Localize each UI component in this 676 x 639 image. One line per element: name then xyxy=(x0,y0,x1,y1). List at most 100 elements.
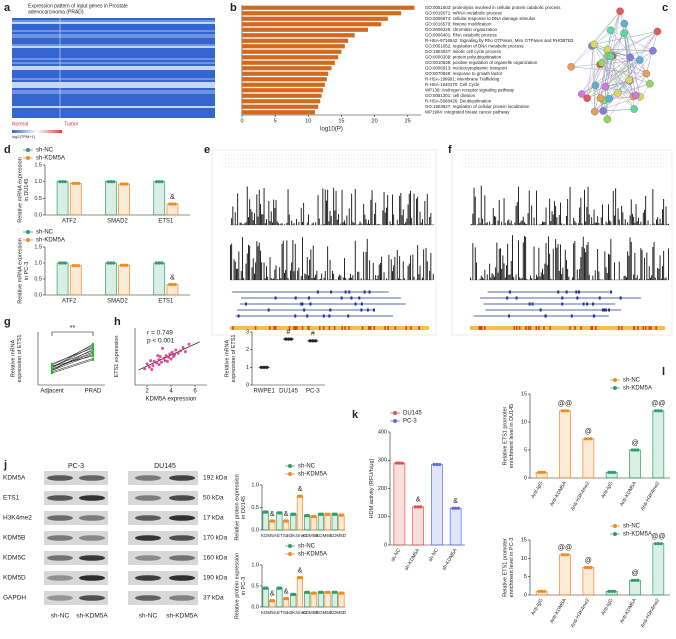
track-signal xyxy=(427,261,428,280)
track-signal xyxy=(430,213,431,225)
y-axis-label: in PC-3 xyxy=(241,577,247,595)
track-signal xyxy=(547,265,548,280)
data-point xyxy=(174,348,177,351)
track-signal xyxy=(636,278,637,280)
track-signal xyxy=(298,268,299,280)
ccre-element xyxy=(516,326,518,330)
data-point xyxy=(563,553,566,556)
data-point xyxy=(610,590,613,593)
data-point xyxy=(174,283,177,286)
significance-label: @@ xyxy=(558,401,572,408)
ccre-element xyxy=(368,326,370,330)
network-node xyxy=(631,105,638,112)
blot-band xyxy=(169,495,195,501)
network-node xyxy=(578,90,585,97)
track-signal xyxy=(296,219,297,225)
blot-band xyxy=(47,575,73,581)
data-point xyxy=(77,264,80,267)
track-signal xyxy=(417,197,418,225)
track-signal xyxy=(375,275,376,280)
x-tick-label: 6 xyxy=(193,389,197,395)
significance-label: & xyxy=(270,591,275,598)
bar xyxy=(332,592,338,607)
panel-letter: k xyxy=(352,409,359,421)
track-signal xyxy=(561,274,562,280)
gene-exon xyxy=(348,291,350,294)
track-signal xyxy=(487,274,488,280)
track-signal xyxy=(573,218,574,225)
y-axis-label: HDM activity (RFU/h/µg) xyxy=(369,458,375,518)
protein-label: GAPDH xyxy=(3,595,26,602)
track-signal xyxy=(564,224,565,225)
data-point xyxy=(566,409,569,412)
ccre-element xyxy=(484,326,486,330)
bar xyxy=(394,463,405,545)
track-signal xyxy=(307,257,308,280)
y-tick-label: 3 xyxy=(246,329,249,335)
track-signal xyxy=(613,191,614,225)
protein-label: KDM5B xyxy=(3,535,25,542)
significance-label: & xyxy=(453,498,458,505)
ccre-element xyxy=(405,326,407,330)
bar xyxy=(277,588,283,607)
x-tick-label: sh-NC xyxy=(427,547,439,563)
ccre-element xyxy=(655,326,657,330)
data-point xyxy=(589,566,592,569)
track-signal xyxy=(409,194,410,225)
y-tick-label: 0.0 xyxy=(251,604,259,610)
track-signal xyxy=(530,276,531,280)
track-signal xyxy=(487,222,488,225)
data-point xyxy=(607,471,610,474)
track-signal xyxy=(556,217,557,225)
heatmap-row xyxy=(12,68,215,70)
y-tick-label: 100 xyxy=(378,514,387,520)
data-point xyxy=(51,363,53,365)
heatmap-row xyxy=(12,98,215,100)
track-signal xyxy=(349,278,350,280)
track-signal xyxy=(342,190,343,225)
ccre-element xyxy=(293,326,295,330)
track-signal xyxy=(595,270,596,280)
gene-exon xyxy=(575,291,577,294)
ccre-element xyxy=(637,326,639,330)
data-point xyxy=(143,367,146,370)
track-signal xyxy=(288,278,289,280)
track-signal xyxy=(268,201,269,225)
x-tick-label: ATF2 xyxy=(62,219,77,225)
legend-label: DU145 xyxy=(403,411,422,417)
track-signal xyxy=(541,272,542,280)
x-tick-label: SMAD2 xyxy=(107,299,128,305)
track-signal xyxy=(369,224,370,225)
y-tick-label: 0.5 xyxy=(251,583,259,589)
heatmap-row xyxy=(12,40,215,42)
track-signal xyxy=(570,187,571,225)
track-signal xyxy=(249,246,250,280)
panel-letter: d xyxy=(4,144,11,156)
x-tick-label: ATF2 xyxy=(62,299,77,305)
track-signal xyxy=(524,236,525,280)
bar xyxy=(242,61,335,65)
track-signal xyxy=(338,277,339,280)
data-point xyxy=(265,587,268,590)
track-signal xyxy=(292,240,293,280)
track-signal xyxy=(511,261,512,280)
ccre-element xyxy=(621,326,623,330)
y-axis-label: enrichment level in DU145 xyxy=(509,404,515,469)
track-signal xyxy=(504,263,505,280)
bar xyxy=(311,517,317,531)
data-point xyxy=(451,507,454,510)
category-label: R-HSA-5688426: Deubiquitination xyxy=(425,98,492,103)
network-node xyxy=(643,70,650,77)
heatmap-row xyxy=(12,46,215,48)
track-signal xyxy=(384,272,385,280)
track-signal xyxy=(382,210,383,225)
ccre-element xyxy=(384,326,386,330)
data-point xyxy=(327,513,330,516)
track-signal xyxy=(484,195,485,225)
track-signal xyxy=(379,265,380,280)
blot-band xyxy=(47,475,73,481)
x-tick-label: Anti-IgG xyxy=(600,481,614,500)
track-signal xyxy=(301,276,302,280)
track-signal xyxy=(529,190,530,225)
heatmap-row xyxy=(12,86,215,88)
